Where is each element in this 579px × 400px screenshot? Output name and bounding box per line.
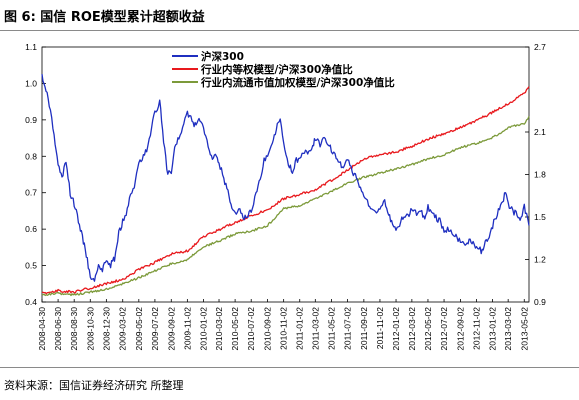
x-tick-label: 2008-08-30 <box>69 307 79 351</box>
x-tick-label: 2008-12-30 <box>101 307 111 351</box>
x-tick-label: 2013-05-02 <box>519 307 529 351</box>
x-tick-label: 2013-01-02 <box>488 307 498 351</box>
x-tick-label: 2009-05-02 <box>134 307 144 351</box>
x-tick-label: 2010-07-02 <box>246 307 256 351</box>
legend-item-equal-weight-label: 行业内等权模型/沪深300净值比 <box>200 63 353 76</box>
x-tick-label: 2012-09-02 <box>455 307 465 351</box>
left-tick-label: 0.6 <box>25 224 37 234</box>
left-tick-label: 0.8 <box>25 151 37 161</box>
hs300-line <box>41 74 530 282</box>
legend-item-hs300-label: 沪深300 <box>201 50 244 63</box>
right-axis: 2.7 2.1 1.8 1.5 1.2 0.9 <box>525 42 546 307</box>
float-cap-weight-ratio-line <box>41 116 530 297</box>
x-tick-label: 2012-07-02 <box>439 307 449 351</box>
left-tick-label: 0.5 <box>25 261 37 271</box>
x-tick-label: 2009-03-02 <box>118 307 128 351</box>
right-tick-label: 1.8 <box>534 170 546 180</box>
x-tick-label: 2010-05-02 <box>230 307 240 351</box>
x-tick-label: 2012-11-02 <box>472 307 482 350</box>
x-tick-label: 2008-10-30 <box>85 307 95 351</box>
x-tick-label: 2013-03-02 <box>503 307 513 351</box>
left-tick-label: 1.0 <box>25 78 37 88</box>
left-tick-label: 0.7 <box>25 188 37 198</box>
right-tick-label: 0.9 <box>534 297 546 307</box>
title-divider <box>0 30 579 31</box>
x-tick-label: 2011-01-02 <box>295 307 305 350</box>
series-layer <box>41 74 530 297</box>
x-tick-label: 2012-05-02 <box>423 307 433 351</box>
left-tick-label: 0.9 <box>25 115 37 125</box>
x-tick-label: 2012-03-02 <box>407 307 417 351</box>
x-axis: 2008-04-30 2008-06-30 2008-08-30 2008-10-30… <box>37 299 529 350</box>
x-tick-label: 2012-01-02 <box>391 307 401 351</box>
x-tick-label: 2011-07-02 <box>342 307 352 350</box>
x-tick-label: 2008-04-30 <box>37 307 47 351</box>
right-tick-label: 2.1 <box>534 127 546 137</box>
x-tick-label: 2011-11-02 <box>375 307 385 349</box>
x-tick-label: 2010-01-02 <box>198 307 208 351</box>
x-tick-label: 2010-03-02 <box>214 307 224 351</box>
x-tick-label: 2010-11-02 <box>279 307 289 350</box>
x-tick-label: 2011-03-02 <box>310 307 320 350</box>
x-tick-label: 2009-07-02 <box>150 307 160 351</box>
legend-item-float-cap-weight-label: 行业内流通市值加权模型/沪深300净值比 <box>200 76 395 89</box>
left-tick-label: 0.4 <box>25 297 37 307</box>
right-tick-label: 1.5 <box>534 212 546 222</box>
x-tick-label: 2010-09-02 <box>263 307 273 351</box>
right-tick-label: 2.7 <box>534 42 546 52</box>
x-tick-label: 2009-11-02 <box>182 307 192 350</box>
x-tick-label: 2008-06-30 <box>53 307 63 351</box>
source-divider <box>0 367 579 368</box>
x-tick-label: 2009-09-02 <box>166 307 176 351</box>
equal-weight-ratio-line <box>41 86 530 295</box>
figure-title: 图 6: 国信 ROE模型累计超额收益 <box>4 10 205 25</box>
legend: 沪深300行业内等权模型/沪深300净值比行业内流通市值加权模型/沪深300净值… <box>172 50 395 89</box>
x-tick-label: 2011-09-02 <box>359 307 369 350</box>
right-tick-label: 1.2 <box>534 255 546 265</box>
x-tick-label: 2011-05-02 <box>326 307 336 350</box>
source-note: 资料来源：国信证券经济研究 所整理 <box>4 379 184 392</box>
left-tick-label: 1.1 <box>25 42 37 52</box>
